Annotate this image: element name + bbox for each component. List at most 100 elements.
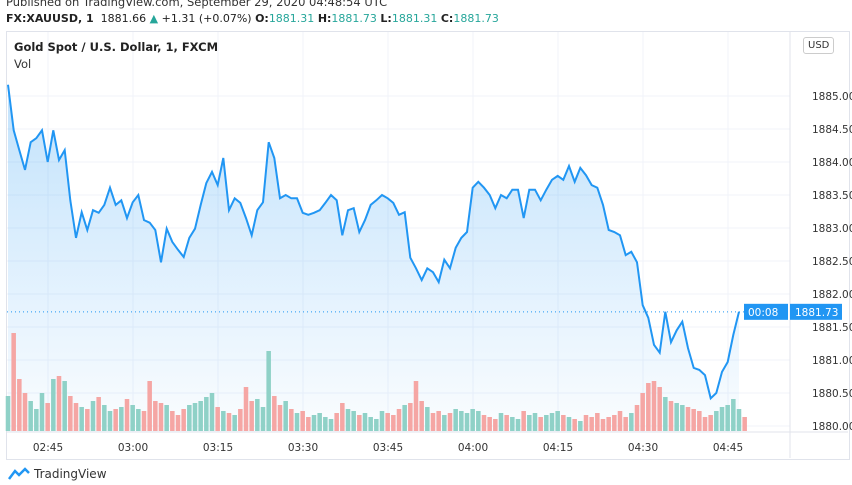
volume-bar (147, 381, 152, 431)
volume-bar (136, 409, 141, 431)
volume-bar (663, 397, 668, 431)
volume-bar (323, 417, 328, 431)
volume-bar (555, 411, 560, 431)
y-tick-label: 1884.00 (812, 157, 852, 169)
countdown-label: 00:08 (748, 307, 778, 319)
volume-bar (181, 409, 186, 431)
volume-bar (447, 413, 453, 431)
volume-bar (589, 417, 594, 431)
volume-bar (470, 409, 475, 431)
volume-bar (453, 409, 458, 431)
volume-bar (578, 421, 583, 431)
volume-bar (527, 415, 532, 431)
y-tick-label: 1882.50 (812, 256, 852, 268)
volume-bar (119, 407, 124, 431)
volume-bar (158, 403, 164, 431)
volume-bar (430, 413, 436, 431)
y-tick-label: 1883.00 (812, 223, 852, 235)
x-tick-label: 03:45 (373, 442, 403, 454)
volume-bar (657, 387, 662, 431)
volume-bar (113, 409, 118, 431)
volume-bar (617, 411, 623, 431)
volume-bar (362, 413, 368, 431)
volume-bar (141, 411, 147, 431)
volume-bar (300, 411, 305, 431)
volume-bar (68, 396, 73, 431)
volume-bar (583, 415, 589, 431)
volume-bar (544, 415, 549, 431)
volume-bar (130, 405, 135, 431)
countdown-badge (744, 303, 788, 320)
tradingview-logo[interactable]: TradingView (8, 467, 107, 481)
close-value: 1881.73 (453, 12, 499, 25)
symbol-quote-bar: FX:XAUUSD, 1 1881.66 ▲ +1.31 (+0.07%) O:… (6, 12, 499, 25)
volume-bar (379, 411, 385, 431)
volume-bar (351, 411, 356, 431)
volume-bar (413, 381, 419, 431)
volume-bar (334, 413, 339, 431)
x-tick-label: 04:00 (458, 442, 488, 454)
price-line (7, 84, 740, 401)
volume-bar (442, 415, 447, 431)
volume-bar (255, 399, 260, 431)
volume-bar (680, 405, 685, 431)
high-label: H: (317, 12, 332, 25)
volume-bar (510, 417, 515, 431)
chart-frame (6, 31, 850, 460)
volume-bar (226, 413, 232, 431)
volume-bar (538, 417, 543, 431)
volume-bar (391, 415, 396, 431)
volume-bar (368, 417, 373, 431)
volume-bar (175, 415, 181, 431)
volume-bar (714, 411, 719, 431)
volume-bar (62, 381, 67, 431)
volume-bar (209, 393, 215, 431)
x-tick-label: 04:30 (628, 442, 658, 454)
low-label: L: (380, 12, 392, 25)
volume-bar (408, 403, 413, 431)
volume-bar (198, 401, 203, 431)
volume-bar (11, 333, 16, 431)
x-tick-label: 03:30 (288, 442, 318, 454)
volume-bar (28, 401, 33, 431)
y-tick-label: 1880.50 (812, 388, 852, 400)
y-tick-label: 1885.00 (812, 91, 852, 103)
y-tick-label: 1881.50 (812, 322, 852, 334)
open-value: 1881.31 (268, 12, 315, 25)
last-price-label: 1881.73 (795, 307, 838, 319)
volume-bar (192, 403, 198, 431)
volume-bar (243, 387, 249, 431)
volume-bar (170, 411, 175, 431)
volume-bar (532, 413, 538, 431)
volume-bar (340, 403, 345, 431)
volume-bar (425, 407, 430, 431)
volume-bar (459, 411, 464, 431)
volume-bar (493, 419, 498, 431)
x-tick-label: 04:15 (543, 442, 573, 454)
volume-bar (39, 393, 45, 431)
volume-bar (521, 411, 526, 431)
x-tick-label: 03:15 (203, 442, 233, 454)
volume-bar (45, 403, 50, 431)
volume-bar (357, 415, 362, 431)
volume-bar (646, 383, 651, 431)
volume-bar (164, 405, 169, 431)
volume-bar (311, 415, 317, 431)
volume-bar (651, 381, 657, 431)
volume-bar (5, 396, 11, 431)
volume-bar (153, 401, 158, 431)
price-area-fill (8, 84, 739, 433)
logo-text: TradingView (34, 467, 107, 481)
currency-button[interactable]: USD (803, 37, 835, 54)
volume-bar (317, 413, 322, 431)
volume-bar (708, 415, 713, 431)
volume-bar (436, 411, 441, 431)
volume-bar (266, 351, 271, 431)
volume-bar (232, 415, 237, 431)
volume-bar (272, 396, 277, 431)
volume-bar (487, 417, 492, 431)
chart-legend-title: Gold Spot / U.S. Dollar, 1, FXCM (14, 40, 219, 54)
volume-bar (187, 405, 192, 431)
volume-bar (697, 411, 702, 431)
